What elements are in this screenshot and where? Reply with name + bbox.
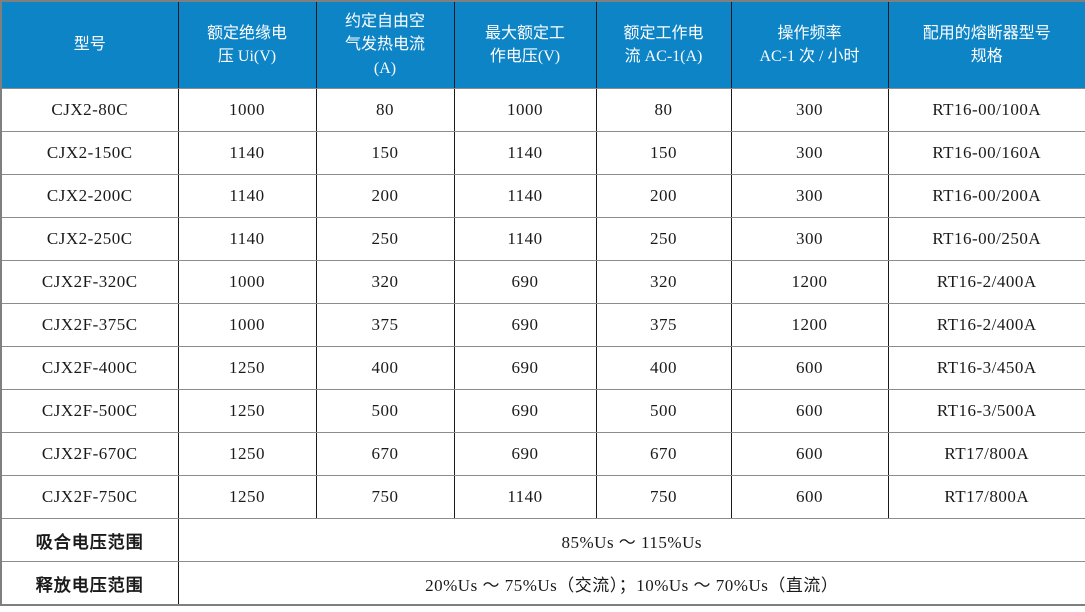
model-cell: CJX2F-375C <box>0 303 179 347</box>
footer-row-release-voltage: 释放电压范围 20%Us ～ 75%Us（交流）；10%Us ～ 70%Us（直… <box>0 561 1085 606</box>
value-cell: 300 <box>730 131 889 175</box>
col-header-working-current: 额定工作电 流 AC-1(A) <box>595 0 732 89</box>
table-row: CJX2F-670C 1250 670 690 670 600 RT17/800A <box>0 432 1085 476</box>
pickup-voltage-value: 85%Us ～ 115%Us <box>177 518 1085 562</box>
value-cell: 1000 <box>453 88 597 132</box>
value-cell: 600 <box>730 346 889 390</box>
value-cell: 670 <box>595 432 732 476</box>
value-cell: 500 <box>315 389 455 433</box>
model-cell: CJX2-200C <box>0 174 179 218</box>
value-cell: RT16-2/400A <box>887 303 1085 347</box>
value-cell: 1200 <box>730 303 889 347</box>
value-cell: RT16-00/250A <box>887 217 1085 261</box>
value-cell: 750 <box>315 475 455 519</box>
value-cell: RT17/800A <box>887 475 1085 519</box>
value-cell: 80 <box>315 88 455 132</box>
release-voltage-label: 释放电压范围 <box>0 561 179 606</box>
value-cell: 1200 <box>730 260 889 304</box>
value-cell: 320 <box>315 260 455 304</box>
value-cell: 400 <box>595 346 732 390</box>
value-cell: 1140 <box>453 475 597 519</box>
model-cell: CJX2F-750C <box>0 475 179 519</box>
value-cell: 1250 <box>177 346 317 390</box>
table-row: CJX2-250C 1140 250 1140 250 300 RT16-00/250A <box>0 217 1085 261</box>
value-cell: 250 <box>595 217 732 261</box>
value-cell: 690 <box>453 260 597 304</box>
table-row: CJX2F-320C 1000 320 690 320 1200 RT16-2/400A <box>0 260 1085 304</box>
value-cell: RT16-3/450A <box>887 346 1085 390</box>
col-header-operating-frequency: 操作频率 AC-1 次 / 小时 <box>730 0 889 89</box>
value-cell: 750 <box>595 475 732 519</box>
pickup-voltage-label: 吸合电压范围 <box>0 518 179 562</box>
value-cell: 1140 <box>177 217 317 261</box>
value-cell: 1140 <box>177 131 317 175</box>
value-cell: 150 <box>315 131 455 175</box>
table-row: CJX2-150C 1140 150 1140 150 300 RT16-00/160A <box>0 131 1085 175</box>
model-cell: CJX2F-400C <box>0 346 179 390</box>
value-cell: 1250 <box>177 475 317 519</box>
value-cell: 80 <box>595 88 732 132</box>
footer-row-pickup-voltage: 吸合电压范围 85%Us ～ 115%Us <box>0 518 1085 562</box>
table-row: CJX2F-400C 1250 400 690 400 600 RT16-3/450A <box>0 346 1085 390</box>
value-cell: 690 <box>453 432 597 476</box>
model-cell: CJX2-250C <box>0 217 179 261</box>
value-cell: 1140 <box>453 131 597 175</box>
value-cell: 1250 <box>177 432 317 476</box>
value-cell: 1250 <box>177 389 317 433</box>
col-header-max-working-voltage: 最大额定工 作电压(V) <box>453 0 597 89</box>
col-header-insulation-voltage: 额定绝缘电 压 Ui(V) <box>177 0 317 89</box>
value-cell: 1140 <box>453 217 597 261</box>
model-cell: CJX2-150C <box>0 131 179 175</box>
value-cell: RT16-00/200A <box>887 174 1085 218</box>
value-cell: RT17/800A <box>887 432 1085 476</box>
value-cell: 690 <box>453 389 597 433</box>
value-cell: 250 <box>315 217 455 261</box>
value-cell: 690 <box>453 303 597 347</box>
value-cell: 320 <box>595 260 732 304</box>
value-cell: 1000 <box>177 303 317 347</box>
value-cell: 1140 <box>177 174 317 218</box>
value-cell: 300 <box>730 174 889 218</box>
value-cell: 375 <box>595 303 732 347</box>
model-cell: CJX2F-500C <box>0 389 179 433</box>
value-cell: 600 <box>730 475 889 519</box>
value-cell: RT16-2/400A <box>887 260 1085 304</box>
col-header-thermal-current: 约定自由空 气发热电流 (A) <box>315 0 455 89</box>
value-cell: 300 <box>730 217 889 261</box>
value-cell: 690 <box>453 346 597 390</box>
release-voltage-value: 20%Us ～ 75%Us（交流）；10%Us ～ 70%Us（直流） <box>177 561 1085 606</box>
value-cell: 1000 <box>177 88 317 132</box>
model-cell: CJX2F-320C <box>0 260 179 304</box>
model-cell: CJX2-80C <box>0 88 179 132</box>
col-header-fuse-spec: 配用的熔断器型号 规格 <box>887 0 1085 89</box>
value-cell: RT16-00/100A <box>887 88 1085 132</box>
value-cell: 375 <box>315 303 455 347</box>
model-cell: CJX2F-670C <box>0 432 179 476</box>
value-cell: RT16-3/500A <box>887 389 1085 433</box>
value-cell: RT16-00/160A <box>887 131 1085 175</box>
value-cell: 200 <box>595 174 732 218</box>
value-cell: 150 <box>595 131 732 175</box>
table-row: CJX2-80C 1000 80 1000 80 300 RT16-00/100A <box>0 88 1085 132</box>
value-cell: 600 <box>730 389 889 433</box>
value-cell: 300 <box>730 88 889 132</box>
value-cell: 200 <box>315 174 455 218</box>
value-cell: 400 <box>315 346 455 390</box>
header-row: 型号 额定绝缘电 压 Ui(V) 约定自由空 气发热电流 (A) 最大额定工 作… <box>0 0 1085 89</box>
table-row: CJX2F-375C 1000 375 690 375 1200 RT16-2/400A <box>0 303 1085 347</box>
value-cell: 1000 <box>177 260 317 304</box>
col-header-model: 型号 <box>0 0 179 89</box>
table-footer: 吸合电压范围 85%Us ～ 115%Us 释放电压范围 20%Us ～ 75%… <box>0 518 1085 606</box>
table-row: CJX2F-500C 1250 500 690 500 600 RT16-3/500A <box>0 389 1085 433</box>
table-row: CJX2-200C 1140 200 1140 200 300 RT16-00/200A <box>0 174 1085 218</box>
table-row: CJX2F-750C 1250 750 1140 750 600 RT17/800A <box>0 475 1085 519</box>
value-cell: 1140 <box>453 174 597 218</box>
value-cell: 500 <box>595 389 732 433</box>
table-body: CJX2-80C 1000 80 1000 80 300 RT16-00/100A CJX2-… <box>0 88 1085 519</box>
value-cell: 600 <box>730 432 889 476</box>
value-cell: 670 <box>315 432 455 476</box>
